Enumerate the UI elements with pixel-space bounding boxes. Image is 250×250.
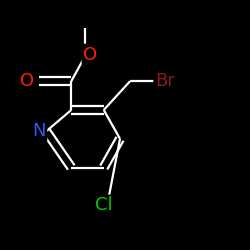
Text: N: N (32, 122, 46, 140)
Text: N: N (32, 122, 46, 140)
Text: O: O (84, 46, 98, 64)
Text: O: O (20, 72, 34, 90)
Text: Cl: Cl (95, 196, 112, 214)
Text: O: O (20, 72, 34, 90)
Text: Cl: Cl (95, 196, 112, 214)
Text: Br: Br (155, 72, 175, 90)
Text: Br: Br (155, 72, 175, 90)
Text: O: O (84, 46, 98, 64)
